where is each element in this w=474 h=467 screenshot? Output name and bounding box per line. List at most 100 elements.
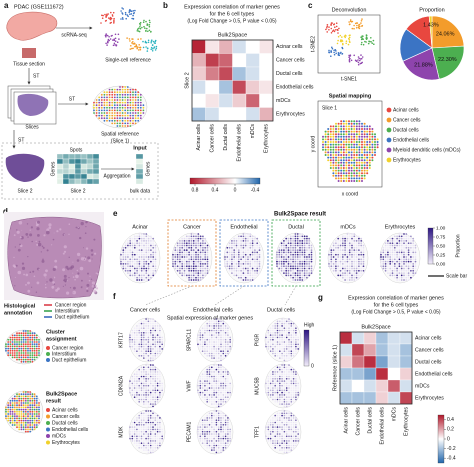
spot	[20, 354, 23, 357]
spot	[192, 253, 195, 256]
spot	[156, 442, 159, 445]
spot	[398, 279, 401, 281]
spot	[140, 417, 143, 419]
spot	[328, 253, 330, 256]
spot	[237, 263, 240, 265]
spot	[256, 265, 259, 268]
spot	[362, 253, 365, 256]
spot	[143, 382, 145, 385]
spot	[149, 433, 152, 435]
map-spot	[366, 159, 369, 162]
spot	[111, 93, 114, 96]
spot	[226, 263, 229, 265]
spot	[206, 336, 208, 339]
spot	[224, 398, 227, 401]
spot	[183, 260, 186, 263]
spot	[27, 338, 29, 341]
map-spot	[350, 177, 353, 180]
legend-label: Erythrocytes	[393, 157, 421, 163]
spot	[129, 96, 132, 99]
spot	[360, 263, 363, 265]
spot	[145, 380, 147, 382]
spot	[159, 371, 161, 373]
spot	[344, 251, 346, 254]
spot	[330, 256, 333, 258]
spot	[220, 437, 222, 440]
cell-dot	[144, 27, 146, 30]
colorbar-tick-label: 0.75	[436, 234, 446, 240]
spot	[18, 419, 21, 422]
spot	[206, 435, 208, 438]
spot	[240, 235, 242, 238]
spot	[142, 109, 145, 112]
heatmap-cell	[205, 80, 220, 95]
spot	[387, 249, 389, 251]
spot	[199, 263, 202, 265]
spot	[174, 258, 177, 261]
map-spot	[348, 122, 350, 125]
spot	[136, 382, 138, 385]
spot	[138, 336, 140, 339]
cell-dot	[113, 42, 116, 45]
spot	[149, 430, 152, 433]
label: Spots	[70, 147, 83, 153]
spot	[285, 263, 288, 265]
histology-texture	[31, 286, 33, 288]
spot	[140, 394, 143, 396]
pie-label: 22.30%	[438, 57, 457, 63]
map-spot	[363, 159, 366, 162]
cell-dot	[108, 36, 110, 38]
spot	[122, 263, 125, 265]
spot	[215, 389, 218, 392]
spot	[149, 403, 152, 405]
spot	[29, 358, 32, 361]
spot	[136, 428, 138, 431]
spot	[215, 380, 218, 382]
spot	[384, 260, 387, 263]
spot	[156, 433, 159, 435]
spot	[152, 240, 155, 242]
spot	[24, 358, 27, 361]
spot	[211, 327, 213, 330]
spot	[29, 426, 32, 429]
spot	[140, 348, 143, 350]
spot	[172, 251, 174, 254]
spot	[185, 246, 188, 249]
spot	[140, 352, 143, 355]
spot	[258, 249, 261, 251]
cell-dot	[145, 29, 147, 32]
spot	[152, 320, 154, 323]
matrix-cell	[92, 173, 100, 180]
map-spot	[363, 146, 366, 149]
spot	[136, 440, 138, 442]
tsne-dot	[356, 22, 359, 24]
spot	[29, 417, 32, 420]
spot	[124, 242, 127, 245]
spot	[213, 421, 215, 424]
histology-texture	[67, 267, 70, 271]
spot	[131, 251, 134, 254]
tsne-dot	[361, 18, 363, 20]
spot	[143, 348, 145, 350]
spot	[301, 233, 304, 235]
map-spot	[329, 133, 332, 136]
spot	[217, 433, 220, 435]
spot	[227, 345, 229, 348]
spot	[206, 249, 209, 251]
spot	[13, 397, 16, 400]
spot	[152, 269, 155, 272]
spot	[138, 322, 140, 325]
spot	[38, 347, 40, 350]
spot	[337, 253, 340, 256]
spot	[199, 435, 202, 438]
spot	[332, 263, 335, 265]
spot	[154, 267, 157, 270]
spot	[251, 267, 254, 270]
spot	[152, 258, 155, 261]
spot	[154, 433, 157, 435]
label: Cancer cells	[130, 307, 161, 313]
spot	[233, 260, 236, 263]
spot	[265, 345, 267, 348]
cell-dot	[114, 40, 117, 42]
spot	[267, 345, 270, 348]
